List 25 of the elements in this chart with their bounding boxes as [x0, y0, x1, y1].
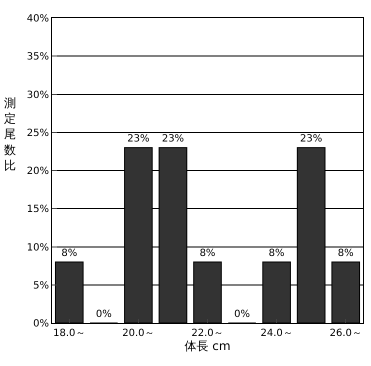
x-tick-label: 18.0～ [53, 328, 86, 339]
data-label: 8% [200, 248, 216, 259]
data-label: 23% [300, 134, 322, 145]
y-tick-label: 25% [26, 128, 49, 139]
y-tick-label: 35% [26, 52, 49, 63]
data-label: 0% [234, 309, 250, 320]
y-tick-label: 15% [26, 204, 49, 216]
x-tick-label: 20.0～ [122, 328, 155, 339]
data-label: 23% [162, 134, 184, 145]
y-tick-label: 5% [33, 280, 49, 292]
data-label: 8% [268, 248, 285, 259]
x-tick-label: 24.0～ [260, 328, 293, 339]
y-tick-label: 30% [26, 90, 49, 101]
y-axis-title: 測定尾数比 [4, 96, 16, 172]
x-tick-label: 26.0～ [330, 328, 362, 339]
y-tick-label: 40% [26, 14, 49, 24]
y-tick-label: 0% [33, 318, 49, 330]
x-tick-label: 22.0～ [191, 328, 224, 339]
y-tick-label: 10% [26, 242, 49, 254]
data-label: 8% [338, 248, 354, 259]
data-label: 0% [96, 309, 112, 320]
x-axis-title: 体長 cm [184, 339, 231, 353]
data-label: 8% [61, 248, 78, 259]
data-label: 23% [127, 134, 150, 145]
y-tick-label: 20% [26, 166, 49, 177]
